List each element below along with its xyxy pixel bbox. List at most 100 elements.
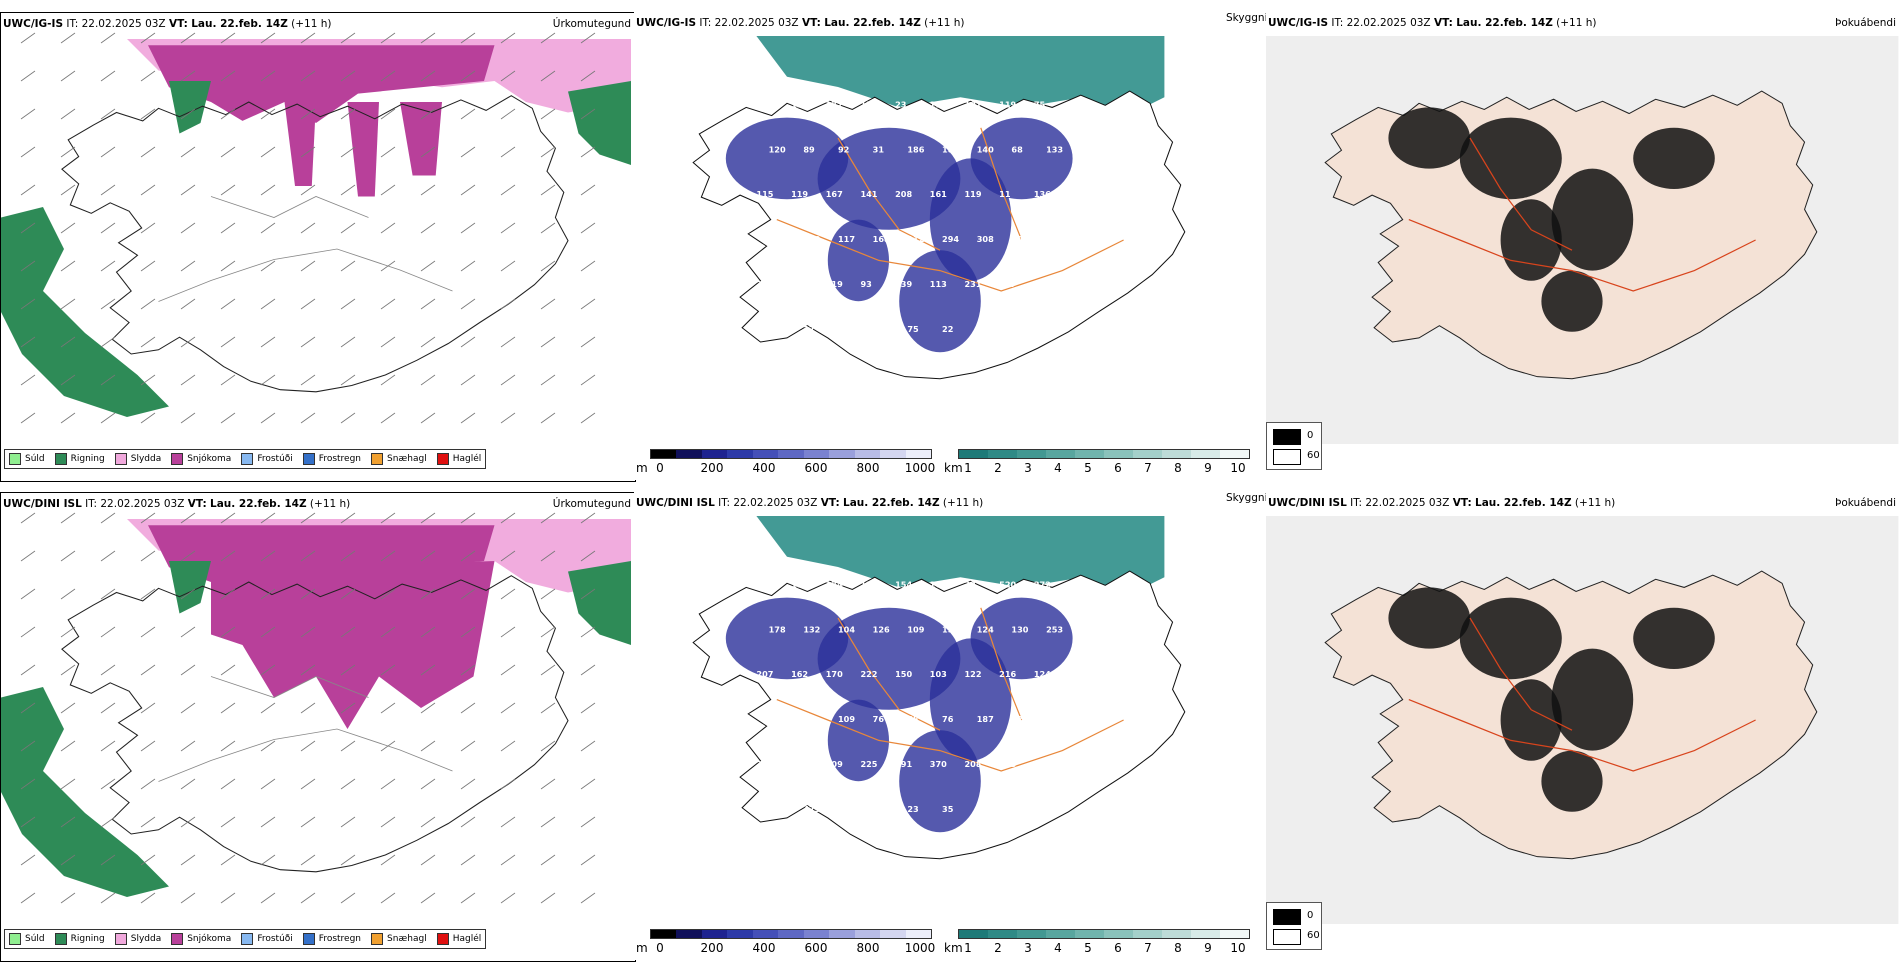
- lead-time: (+11 h): [1574, 497, 1616, 509]
- wind-barb: [540, 816, 556, 828]
- wind-barb: [540, 70, 556, 82]
- wind-barb: [500, 664, 516, 676]
- iceland-group: [1, 39, 631, 417]
- cloud-base-label: 104: [1069, 279, 1086, 289]
- legend-label: Snæhagl: [387, 934, 427, 944]
- cloud-base-label: 159: [860, 99, 877, 109]
- precip-type-panel[interactable]: UWC/DINI ISL IT: 22.02.2025 03Z VT: Lau.…: [0, 492, 636, 962]
- precip-type-panel[interactable]: UWC/IG-IS IT: 22.02.2025 03Z VT: Lau. 22…: [0, 12, 636, 482]
- legend-item: Slydda: [114, 453, 161, 465]
- wind-barb: [420, 184, 436, 196]
- cloud-base-label: 83: [1046, 324, 1058, 334]
- wind-barb: [580, 892, 596, 904]
- wind-barb: [540, 146, 556, 158]
- colorbar-step: [803, 930, 830, 938]
- it-label: IT:: [1350, 497, 1363, 509]
- colorbar-step: [1133, 450, 1162, 458]
- wind-barb: [60, 32, 76, 44]
- wind-barb: [140, 626, 156, 638]
- road-network: [158, 196, 453, 302]
- wind-barb: [340, 664, 356, 676]
- wind-barb: [420, 260, 436, 272]
- wind-barb: [540, 260, 556, 272]
- wind-barb: [420, 626, 436, 638]
- wind-barb: [460, 816, 476, 828]
- legend-label: Snjókoma: [187, 934, 232, 944]
- cloudbase-visibility-panel[interactable]: UWC/DINI ISL IT: 22.02.2025 03Z VT: Lau.…: [634, 492, 1266, 960]
- colorbar-tick: 1000: [904, 941, 936, 955]
- wind-barb: [140, 184, 156, 196]
- legend-swatch: [241, 453, 254, 465]
- wind-barb: [500, 702, 516, 714]
- cloud-base-label: 101: [964, 99, 981, 109]
- precip-type-map: [1, 512, 631, 904]
- model-label: UWC/IG-IS: [1268, 17, 1329, 29]
- colorbar-step: [1162, 450, 1191, 458]
- wind-barb: [580, 626, 596, 638]
- wind-barb: [20, 778, 36, 790]
- wind-barb: [180, 778, 196, 790]
- cloud-base-label: 208: [895, 189, 912, 199]
- wind-barb: [220, 108, 236, 120]
- cloud-base-label: 131: [1081, 144, 1098, 154]
- fog-patch: [1500, 199, 1562, 281]
- cloud-base-label: 109: [907, 624, 924, 634]
- legend-swatch: [171, 453, 184, 465]
- colorbar-step: [1046, 930, 1075, 938]
- wind-barb: [340, 70, 356, 82]
- wind-barb: [20, 550, 36, 562]
- fog-legend-black-swatch: [1273, 909, 1301, 925]
- wind-barb: [420, 512, 436, 524]
- legend-swatch: [54, 933, 67, 945]
- wind-barb: [500, 740, 516, 752]
- wind-barb: [60, 374, 76, 386]
- wind-barb: [220, 778, 236, 790]
- colorbar-tick: 4: [1054, 941, 1062, 955]
- wind-barb: [540, 374, 556, 386]
- cloud-base-label: 308: [977, 234, 994, 244]
- wind-barb: [500, 260, 516, 272]
- cloud-base-label: 98: [769, 324, 781, 334]
- fog-legend-value-0: 0: [1307, 430, 1314, 441]
- colorbar-tick: 9: [1204, 941, 1212, 955]
- cloudbase-visibility-panel[interactable]: UWC/IG-IS IT: 22.02.2025 03Z VT: Lau. 22…: [634, 12, 1266, 480]
- fog-legend-value-60: 60: [1307, 930, 1320, 941]
- colorbar-tick: 9: [1204, 461, 1212, 475]
- colorbar-step: [880, 450, 906, 458]
- cloud-base-label: 68: [1011, 144, 1023, 154]
- legend-label: Súld: [25, 454, 45, 464]
- fog-indicator-panel[interactable]: UWC/IG-IS IT: 22.02.2025 03Z VT: Lau. 22…: [1266, 12, 1900, 480]
- wind-barb: [220, 412, 236, 424]
- wind-barb: [540, 512, 556, 524]
- cloud-base-label: 119: [999, 99, 1016, 109]
- cloud-base-label: 22: [942, 324, 953, 334]
- cloud-base-label: 168: [930, 579, 947, 589]
- wind-barb: [300, 184, 316, 196]
- cloudbase-visibility-map: 127 134 177 159 23 115 101 119 75 105 120 89 92 31 186…: [692, 36, 1186, 380]
- wind-barb: [60, 108, 76, 120]
- vt-label: VT:: [187, 498, 207, 510]
- colorbar-step: [905, 450, 931, 458]
- legend-label: Haglél: [452, 454, 482, 464]
- cloud-base-label: 214: [1046, 234, 1063, 244]
- fog-indicator-panel[interactable]: UWC/DINI ISL IT: 22.02.2025 03Z VT: Lau.…: [1266, 492, 1900, 960]
- wind-barb: [220, 336, 236, 348]
- colorbar-tick: 7: [1144, 461, 1152, 475]
- iceland-group: [1266, 516, 1899, 924]
- wind-barb: [460, 778, 476, 790]
- wind-barb: [180, 336, 196, 348]
- cloud-base-label: 231: [964, 279, 981, 289]
- snow-area-inland: [210, 561, 495, 729]
- legend-item: Rigning: [54, 933, 105, 945]
- colorbar-tick: 3: [1024, 461, 1032, 475]
- wind-barb: [140, 778, 156, 790]
- wind-barb: [260, 702, 276, 714]
- colorbar-unit: km: [944, 941, 963, 955]
- cloud-base-label: 115: [930, 99, 947, 109]
- legend-item: Frostúði: [241, 933, 293, 945]
- cloud-base-label: 117: [838, 234, 855, 244]
- model-label: UWC/DINI ISL: [3, 498, 82, 510]
- cloud-base-label: 338: [1081, 234, 1098, 244]
- wind-barb: [100, 260, 116, 272]
- cloud-base-label: 124: [977, 624, 994, 634]
